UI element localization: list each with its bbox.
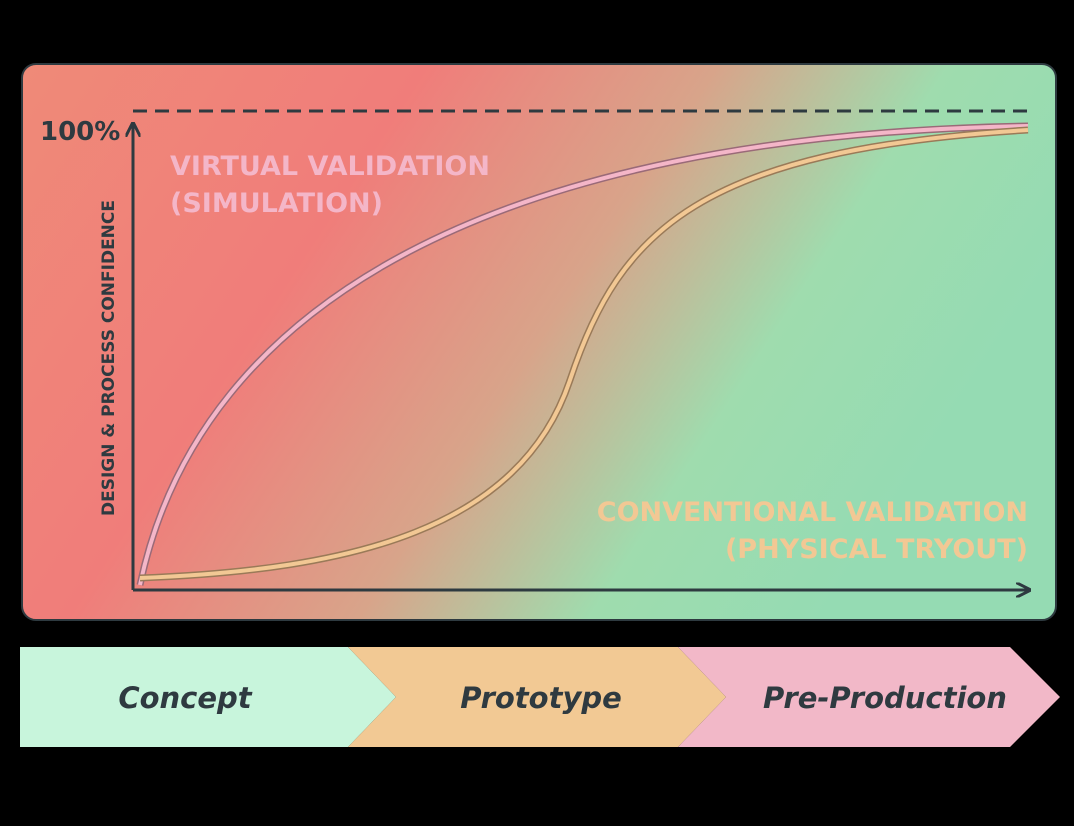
phase-arrow (20, 647, 396, 747)
phase-arrow (678, 647, 1060, 747)
curve-label: CONVENTIONAL VALIDATION (597, 497, 1028, 528)
curve-label: (SIMULATION) (170, 188, 383, 219)
max-label: 100% (40, 117, 120, 147)
phase-label: Pre-Production (763, 681, 1007, 715)
phase-label: Prototype (460, 681, 622, 715)
chart-panel (21, 63, 1057, 621)
y-axis-label: DESIGN & PROCESS CONFIDENCE (99, 200, 119, 516)
phase-arrow (348, 647, 726, 747)
conventional-curve (139, 128, 1029, 580)
phase-label: Concept (118, 681, 252, 715)
curve-label: VIRTUAL VALIDATION (170, 151, 490, 182)
curve-label: (PHYSICAL TRYOUT) (725, 534, 1028, 565)
virtual-curve (138, 124, 1029, 586)
